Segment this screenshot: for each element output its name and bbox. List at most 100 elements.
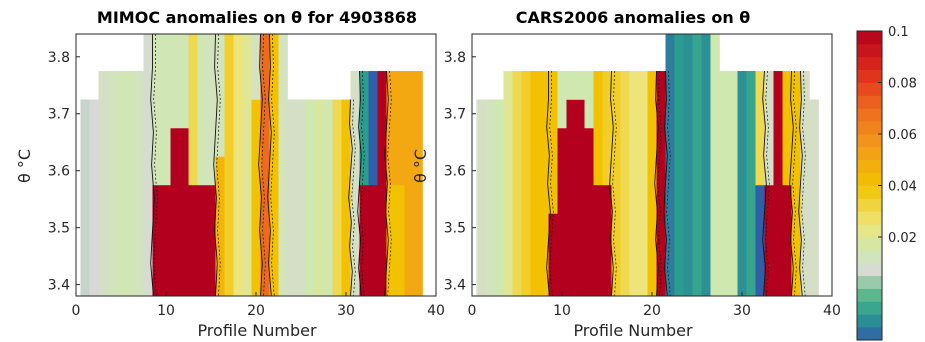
heatmap-cell (512, 71, 522, 297)
heatmap-cell (161, 34, 171, 186)
heatmap-cell (89, 99, 99, 297)
heatmap-cell (575, 99, 585, 297)
heatmap-cell (719, 71, 729, 297)
panel-mimoc: MIMOC anomalies on θ for 4903868 0 10 20 30… (15, 8, 445, 340)
colorbar-band (857, 121, 882, 135)
colorbar-band (857, 288, 882, 302)
heatmap-cell (206, 34, 216, 186)
y-tick-label: 3.6 (444, 164, 466, 180)
y-tick-label: 3.5 (444, 221, 466, 237)
colorbar-band (857, 301, 882, 315)
contour-line (150, 34, 155, 297)
colorbar-tick-label: 0.06 (888, 128, 917, 143)
heatmap-cell (674, 34, 684, 297)
heatmap-cell (170, 34, 180, 129)
heatmap-cell (638, 71, 648, 297)
heatmap-cell (647, 71, 657, 297)
contour-line (789, 70, 794, 297)
contour-line-dotted (351, 99, 356, 297)
heatmap-cell (800, 71, 810, 297)
heatmap-cell (809, 99, 819, 297)
contour-line-dotted (612, 70, 617, 297)
x-ticks-cars2006: 0 10 20 30 40 (468, 292, 841, 319)
y-ticks-cars2006: 3.4 3.5 3.6 3.7 3.8 (444, 50, 476, 294)
heatmap-cell (233, 34, 243, 297)
x-axis-label-mimoc: Profile Number (197, 321, 317, 340)
y-ticks-mimoc: 3.4 3.5 3.6 3.7 3.8 (48, 50, 80, 294)
heatmap-cell (359, 71, 369, 186)
heatmap-cell (242, 34, 252, 297)
heatmap-cell (251, 34, 261, 100)
heatmap-cell (161, 184, 171, 297)
contour-line (609, 70, 614, 297)
heatmap-cell (134, 71, 144, 297)
colorbar-bands (857, 31, 882, 341)
heatmap-cell (314, 99, 324, 297)
heatmap-cell (593, 184, 603, 297)
y-tick-label: 3.4 (444, 278, 466, 294)
heatmap-cell (665, 34, 675, 297)
heatmap-cell (476, 99, 486, 297)
heatmap-cell (404, 71, 414, 297)
heatmap-cell (386, 184, 396, 297)
heatmap-cell (278, 34, 288, 297)
heatmap-cell (179, 127, 189, 297)
contour-line (546, 71, 551, 297)
x-tick-label: 40 (823, 303, 841, 319)
x-tick-label: 30 (337, 303, 355, 319)
heatmap-cell (359, 184, 369, 297)
heatmap-cell (782, 71, 792, 186)
heatmap-cell (773, 71, 783, 297)
x-tick-label: 10 (553, 303, 571, 319)
contour-line-dotted (666, 70, 671, 297)
heatmap-cell (611, 71, 621, 297)
heatmap-cell (593, 71, 603, 186)
heatmap-cell (350, 71, 360, 297)
colorbar-tick-label: 0.1 (888, 25, 909, 40)
y-tick-label: 3.8 (48, 50, 70, 66)
contour-line-dotted (792, 70, 797, 297)
y-axis-label-mimoc: θ °C (15, 149, 34, 183)
heatmap-cell (152, 34, 162, 186)
heatmap-cell (521, 71, 531, 297)
contour-line-dotted (387, 70, 392, 297)
heatmap-cell (80, 99, 90, 297)
x-axis-label-cars2006: Profile Number (573, 321, 693, 340)
heatmap-cell (656, 71, 666, 297)
y-axis-label-cars2006: θ °C (411, 149, 430, 183)
colorbar-band (857, 108, 882, 122)
contour-line (267, 33, 272, 297)
colorbar-band (857, 185, 882, 199)
heatmap-cell (107, 71, 117, 297)
colorbar-band (857, 43, 882, 58)
heatmap-cell (530, 71, 540, 297)
contour-line (654, 70, 659, 297)
chart-title-cars2006: CARS2006 anomalies on θ (516, 8, 751, 27)
contour-line (663, 70, 668, 297)
heatmap-cell (503, 71, 513, 297)
heatmap-cell (494, 99, 504, 297)
heatmap-cell (584, 71, 594, 129)
contour-line-dotted (360, 70, 365, 297)
heatmap-cells-mimoc (80, 34, 423, 297)
heatmap-cell (746, 71, 756, 297)
heatmap-cell (710, 34, 720, 297)
colorbar-band (857, 237, 882, 251)
heatmap-cell (215, 156, 225, 297)
heatmap-cell (179, 34, 189, 129)
y-tick-label: 3.4 (48, 278, 70, 294)
heatmap-cell (764, 71, 774, 186)
colorbar-ticks: 0.02 0.04 0.06 0.08 0.1 (878, 25, 917, 246)
x-tick-label: 40 (427, 303, 445, 319)
colorbar-band (857, 249, 882, 264)
heatmap-cell (548, 213, 558, 297)
colorbar-band (857, 198, 882, 212)
heatmap-cell (197, 184, 207, 297)
chart-title-mimoc: MIMOC anomalies on θ for 4903868 (97, 8, 417, 27)
heatmap-cell (116, 71, 126, 297)
contour-line (213, 33, 218, 297)
heatmap-cell (287, 99, 297, 297)
heatmap-cell (188, 184, 198, 297)
heatmap-cell (728, 71, 738, 297)
